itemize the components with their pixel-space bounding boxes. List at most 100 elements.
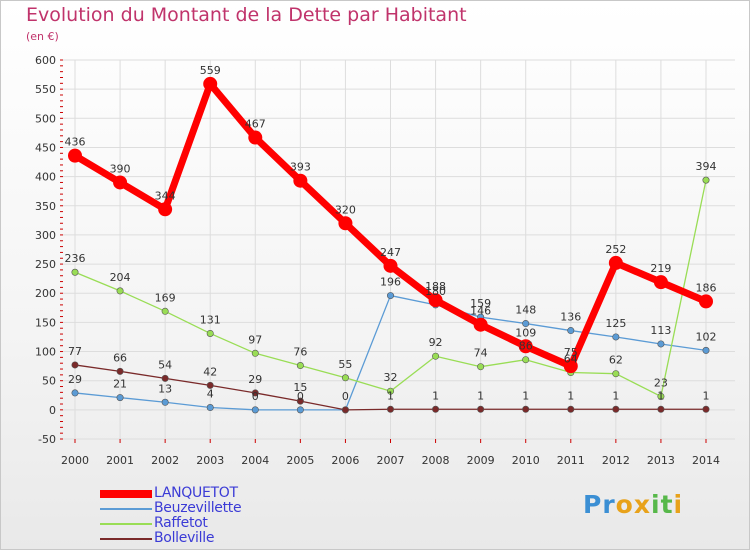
data-label: 77	[68, 345, 82, 358]
data-label: 92	[429, 336, 443, 349]
data-point	[473, 317, 488, 332]
legend-swatch	[100, 490, 152, 498]
data-point	[68, 148, 82, 163]
y-tick-label: 150	[35, 316, 56, 329]
data-label: 75	[564, 346, 578, 359]
data-point	[71, 389, 79, 397]
data-label: 559	[200, 64, 221, 77]
y-tick-label: 450	[35, 141, 56, 154]
data-label: 15	[293, 381, 307, 394]
x-tick-label: 2002	[151, 454, 179, 467]
data-point	[386, 405, 394, 413]
data-point	[161, 398, 169, 406]
data-point	[203, 76, 218, 91]
data-label: 13	[158, 382, 172, 395]
legend-label: LANQUETOT	[154, 485, 238, 501]
y-tick-label: -50	[38, 433, 56, 446]
y-tick-label: 100	[35, 346, 56, 359]
data-point	[567, 405, 575, 413]
data-point	[518, 339, 533, 354]
data-point	[612, 405, 620, 413]
data-label: 136	[560, 311, 581, 324]
data-label: 0	[342, 390, 349, 403]
data-label: 109	[515, 326, 536, 339]
data-label: 76	[293, 346, 307, 359]
data-point	[161, 374, 169, 382]
data-label: 125	[605, 317, 626, 330]
data-label: 146	[470, 305, 491, 318]
x-tick-label: 2013	[647, 454, 675, 467]
y-tick-label: 200	[35, 287, 56, 300]
data-label: 196	[380, 276, 401, 289]
data-point	[296, 362, 304, 370]
y-tick-label: 550	[35, 83, 56, 96]
x-tick-label: 2000	[61, 454, 89, 467]
x-tick-label: 2001	[106, 454, 134, 467]
data-point	[612, 370, 620, 378]
y-tick-label: 600	[35, 54, 56, 67]
data-label: 74	[474, 347, 488, 360]
legend-label: Beuzevillette	[154, 500, 242, 516]
chart-subtitle: (en €)	[26, 30, 59, 43]
y-tick-label: 400	[35, 171, 56, 184]
data-label: 1	[522, 389, 529, 402]
data-point	[71, 361, 79, 369]
y-tick-label: 350	[35, 200, 56, 213]
x-tick-label: 2004	[241, 454, 269, 467]
data-label: 86	[519, 340, 533, 353]
data-point	[116, 367, 124, 375]
data-label: 467	[245, 118, 266, 131]
data-label: 29	[68, 373, 82, 386]
data-label: 390	[110, 162, 131, 175]
data-label: 169	[155, 291, 176, 304]
data-label: 1	[703, 389, 710, 402]
data-point	[113, 175, 128, 190]
x-tick-label: 2005	[286, 454, 314, 467]
data-point	[71, 268, 79, 276]
data-label: 219	[650, 262, 671, 275]
data-label: 159	[470, 297, 491, 310]
data-label: 148	[515, 304, 536, 317]
data-label: 1	[612, 389, 619, 402]
data-point	[657, 405, 665, 413]
data-point	[341, 406, 349, 414]
data-label: 204	[110, 271, 131, 284]
data-point	[338, 216, 353, 231]
y-tick-label: 0	[49, 404, 56, 417]
chart-title: Evolution du Montant de la Dette par Hab…	[26, 4, 467, 26]
data-point	[612, 333, 620, 341]
data-label: 1	[477, 389, 484, 402]
x-tick-label: 2014	[692, 454, 720, 467]
data-label: 55	[338, 358, 352, 371]
x-tick-label: 2007	[377, 454, 405, 467]
data-label: 320	[335, 203, 356, 216]
x-tick-label: 2011	[557, 454, 585, 467]
data-point	[158, 202, 173, 217]
data-label: 1	[567, 389, 574, 402]
data-label: 97	[248, 333, 262, 346]
data-label: 54	[158, 358, 172, 371]
data-point	[702, 176, 710, 184]
data-label: 102	[696, 330, 717, 343]
data-point	[567, 327, 575, 335]
data-label: 180	[425, 285, 446, 298]
data-point	[341, 374, 349, 382]
data-point	[248, 130, 263, 145]
legend-label: Raffetot	[154, 515, 208, 531]
data-point	[206, 404, 214, 412]
data-point	[386, 387, 394, 395]
data-point	[293, 173, 308, 188]
data-point	[116, 287, 124, 295]
data-point	[432, 352, 440, 360]
data-label: 0	[297, 390, 304, 403]
data-label: 394	[696, 160, 717, 173]
data-point	[206, 381, 214, 389]
data-label: 131	[200, 313, 221, 326]
data-point	[296, 406, 304, 414]
data-label: 344	[155, 189, 176, 202]
data-label: 1	[657, 389, 664, 402]
data-point	[251, 349, 259, 357]
data-label: 113	[650, 324, 671, 337]
data-label: 4	[207, 388, 214, 401]
